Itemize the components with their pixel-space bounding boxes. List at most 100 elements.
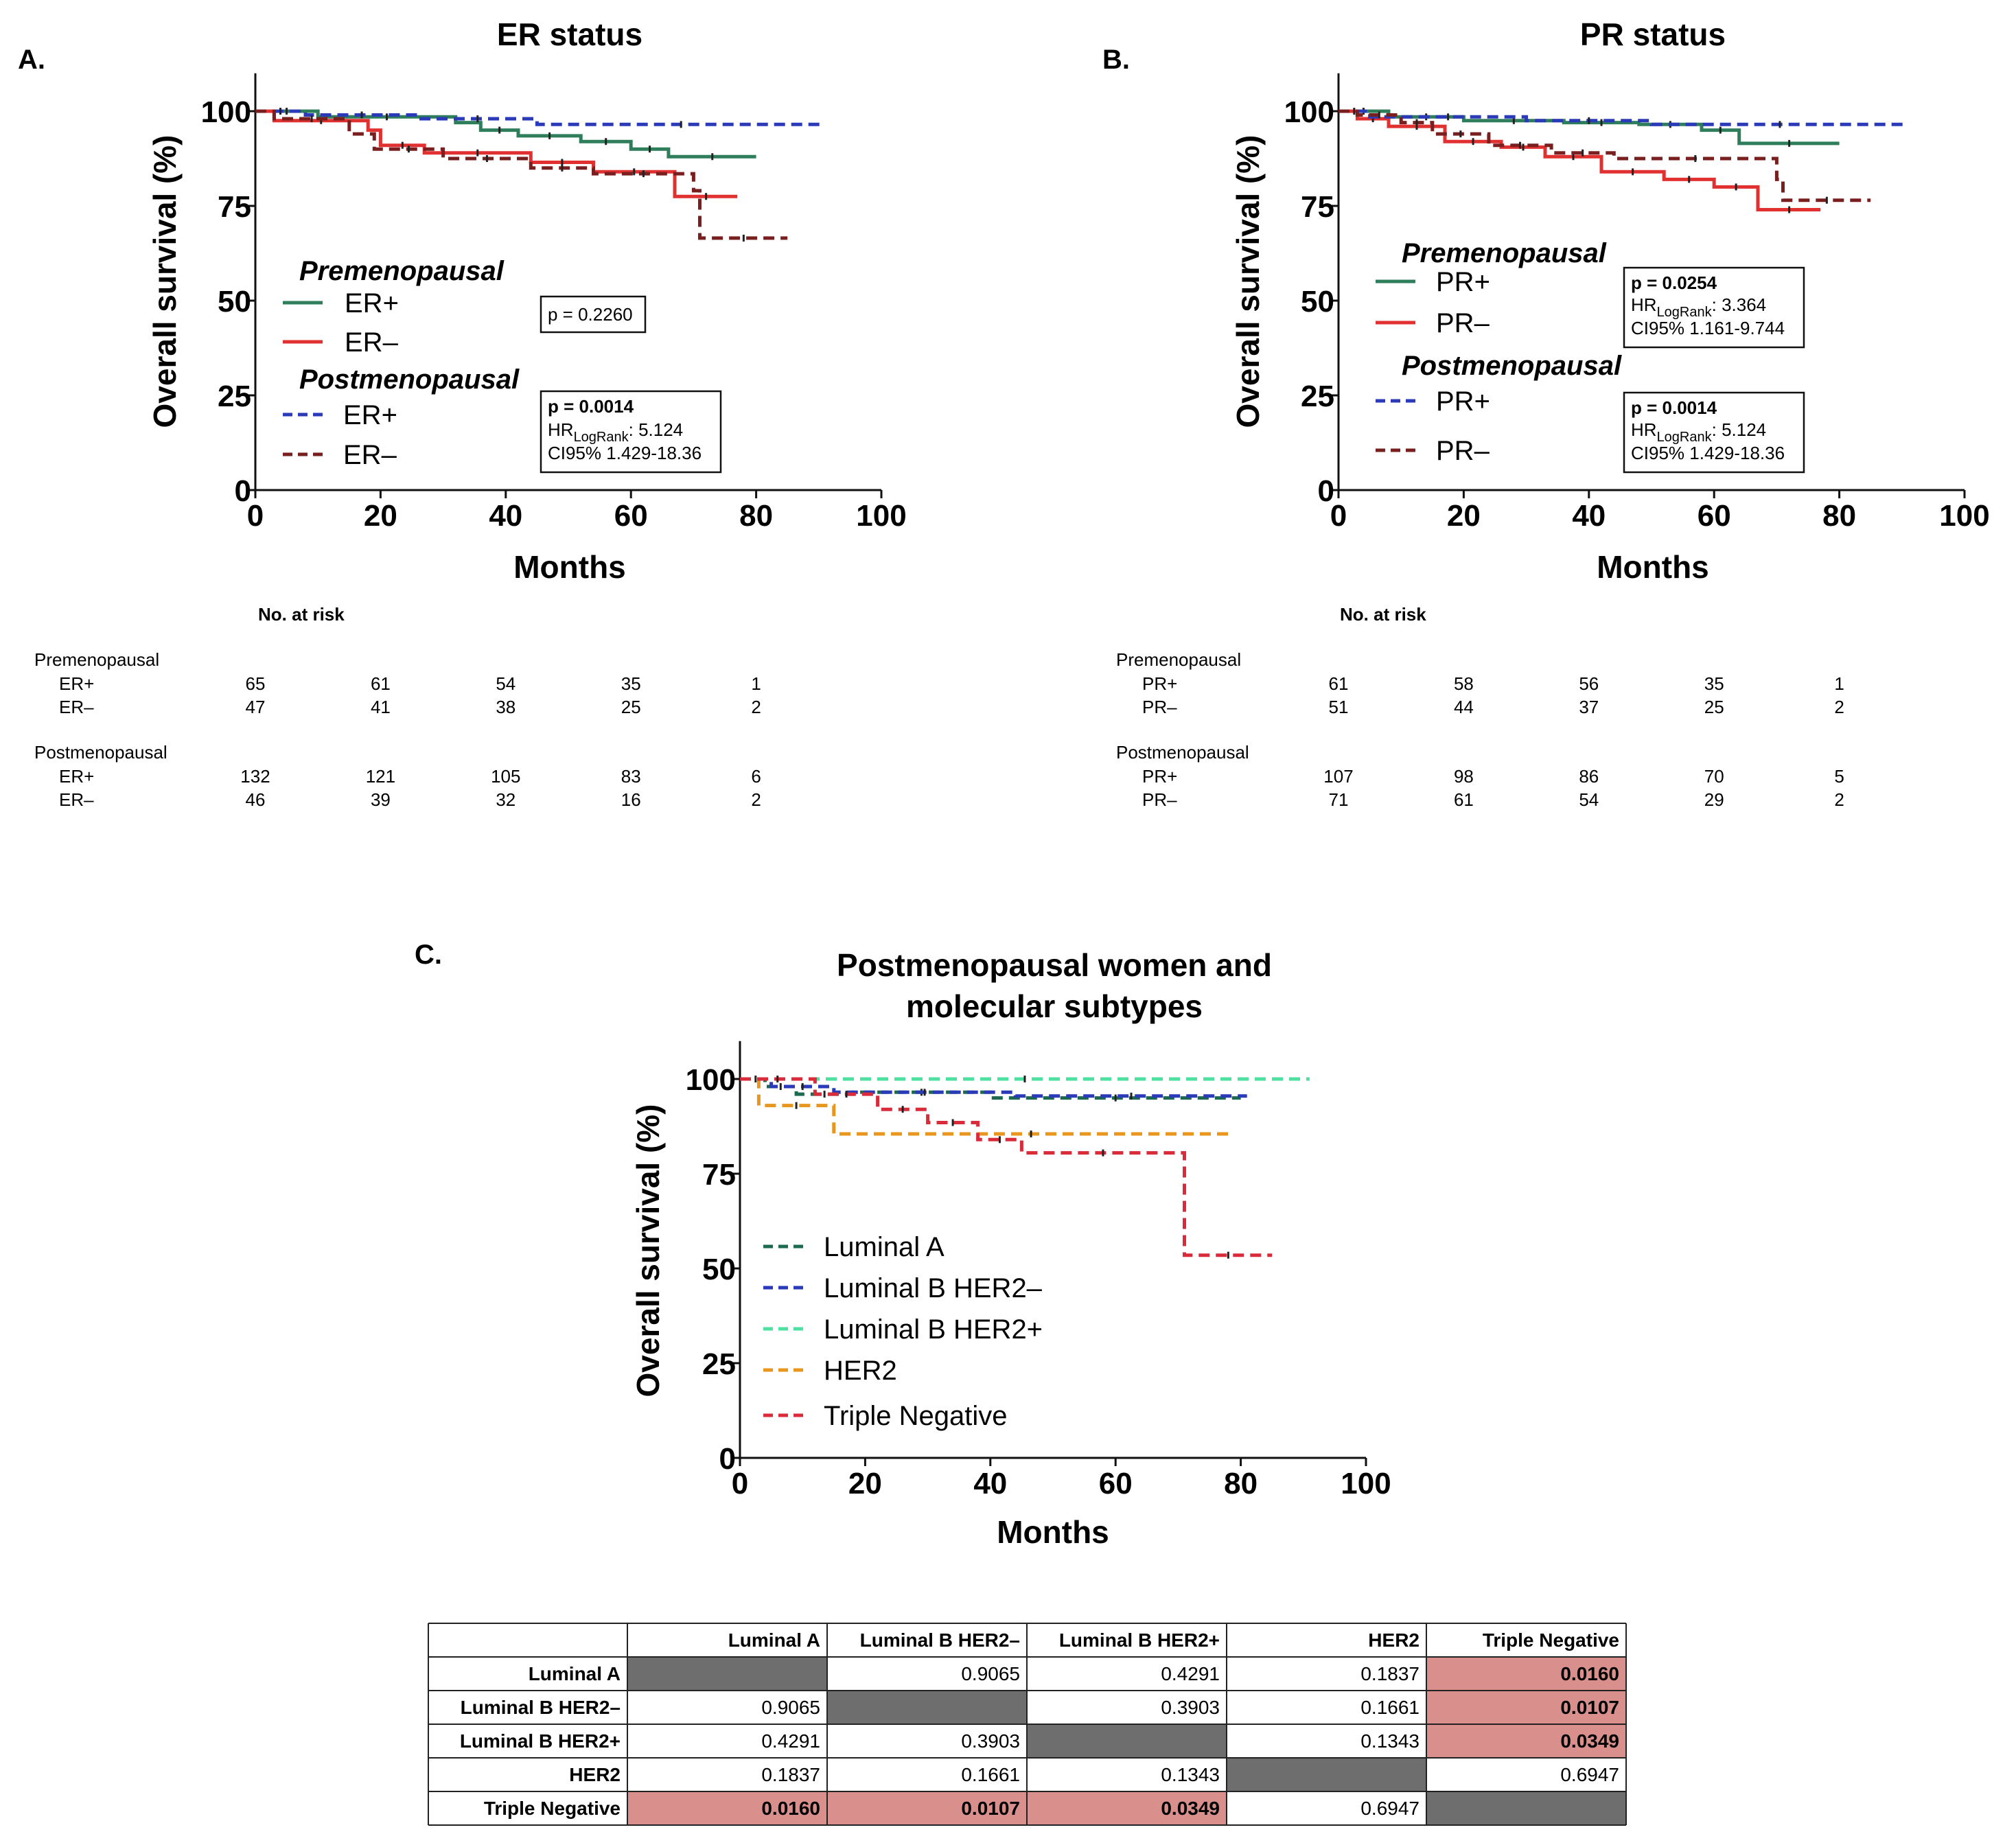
risk-value: 35 (621, 673, 641, 694)
risk-value: 132 (240, 766, 270, 787)
risk-value: 83 (621, 766, 641, 787)
panel-b-p-value-2: p = 0.0014 (1631, 397, 1717, 418)
table-cell: 0.1837 (1360, 1663, 1420, 1684)
table-cell: 0.4291 (1161, 1663, 1220, 1684)
x-tick-label: 100 (1341, 1467, 1391, 1500)
panel-b-legend: Premenopausal PR+ PR– Postmenopausal PR+… (1376, 238, 1622, 466)
risk-value: 98 (1454, 766, 1474, 787)
table-cell: 0.0160 (1560, 1663, 1619, 1684)
y-tick-label: 75 (218, 190, 251, 224)
legend-item-pr-neg-post: PR– (1436, 436, 1490, 466)
risk-value: 5 (1834, 766, 1844, 787)
risk-value: 2 (751, 789, 761, 810)
panel-a-title: ER status (497, 16, 642, 52)
significant-cell (1426, 1657, 1626, 1691)
x-tick-label: 20 (364, 499, 397, 533)
panel-a-ylabel: Overall survival (%) (147, 135, 183, 428)
x-tick-label: 20 (1447, 499, 1481, 533)
risk-label-pr-neg-post: PR– (1142, 789, 1177, 810)
risk-label-er-pos-post: ER+ (59, 766, 94, 787)
significant-cell (627, 1791, 827, 1825)
panel-b-stat-box-1: p = 0.0254 HRLogRank: 3.364 CI95% 1.161-… (1623, 266, 1805, 349)
risk-value: 2 (1834, 789, 1844, 810)
y-tick-label: 0 (719, 1442, 736, 1476)
table-header-her2: HER2 (1368, 1629, 1420, 1651)
legend-heading-premenopausal: Premenopausal (299, 256, 505, 286)
y-tick-label: 75 (702, 1158, 736, 1192)
table-cell: 0.1661 (961, 1764, 1020, 1785)
significant-cell (1027, 1791, 1227, 1825)
table-cell: 0.3903 (961, 1730, 1020, 1752)
table-cell: 0.6947 (1360, 1798, 1420, 1819)
y-tick-label: 0 (1318, 474, 1334, 508)
x-tick-label: 20 (848, 1467, 882, 1500)
risk-label-pr-neg-pre: PR– (1142, 697, 1177, 717)
y-tick-label: 25 (218, 380, 251, 413)
panel-a-axes: 0 20 40 60 80 100 0 25 50 75 100 (201, 73, 907, 533)
panel-c: C. Postmenopausal women and molecular su… (415, 940, 1627, 1826)
risk-value: 121 (366, 766, 395, 787)
risk-value: 1 (1834, 673, 1844, 694)
table-header-luminal-a: Luminal A (728, 1629, 820, 1651)
x-tick-label: 40 (1572, 499, 1606, 533)
risk-value: 56 (1579, 673, 1599, 694)
legend-item-luminal-b-her2-neg: Luminal B HER2– (824, 1273, 1043, 1303)
significant-cell (1426, 1691, 1626, 1724)
diagonal-cell (1027, 1724, 1227, 1758)
km-curve-postmenopausal-pr-negpos (1339, 109, 1908, 126)
panel-c-axes: 0 20 40 60 80 100 0 25 50 75 100 (686, 1041, 1391, 1500)
panel-c-legend: Luminal A Luminal B HER2– Luminal B HER2… (763, 1232, 1043, 1431)
panel-a-ci: CI95% 1.429-18.36 (548, 443, 702, 463)
panel-a-xlabel: Months (513, 549, 626, 585)
table-cell: 0.9065 (761, 1697, 820, 1718)
panel-b-ci-1: CI95% 1.161-9.744 (1631, 318, 1785, 338)
panel-a-stat-box-2: p = 0.0014 HRLogRank: 5.124 CI95% 1.429-… (540, 390, 722, 474)
x-tick-label: 80 (1224, 1467, 1258, 1500)
table-header-luminal-b-her2-neg: Luminal B HER2– (860, 1629, 1020, 1651)
x-tick-label: 0 (247, 499, 264, 533)
table-cell: 0.0107 (961, 1798, 1020, 1819)
legend-heading-postmenopausal: Postmenopausal (299, 364, 520, 395)
risk-heading-postmenopausal: Postmenopausal (34, 742, 167, 763)
x-tick-label: 40 (973, 1467, 1007, 1500)
table-cell: 0.1343 (1360, 1730, 1420, 1752)
table-cell: 0.4291 (761, 1730, 820, 1752)
panel-b-p-value-1: p = 0.0254 (1631, 272, 1717, 293)
panel-b-ci-2: CI95% 1.429-18.36 (1631, 443, 1785, 463)
risk-heading-premenopausal: Premenopausal (34, 649, 159, 670)
diagonal-cell (827, 1691, 1027, 1724)
panel-c-letter: C. (415, 940, 442, 970)
risk-label-er-neg-post: ER– (59, 789, 94, 810)
x-tick-label: 80 (1822, 499, 1856, 533)
table-cell: 0.3903 (1161, 1697, 1220, 1718)
risk-value: 61 (1329, 673, 1349, 694)
y-tick-label: 0 (235, 474, 251, 508)
x-tick-label: 40 (489, 499, 522, 533)
km-curve-postmenopausal-er-negpos (255, 109, 825, 126)
y-tick-label: 25 (702, 1347, 736, 1381)
table-row-label-luminal-b-her2-negpos: Luminal B HER2+ (460, 1730, 621, 1752)
risk-value: 1 (751, 673, 761, 694)
x-tick-label: 60 (1698, 499, 1731, 533)
panel-a-legend: Premenopausal ER+ ER– Postmenopausal ER+… (283, 256, 520, 470)
panel-a-risk-values: 65 61 54 35 1 47 41 38 25 2 132 121 105 83 6 46 39 32 16 2 (240, 673, 761, 810)
risk-table-title: No. at risk (1340, 604, 1426, 625)
panel-b-risk-values: 61 58 56 35 1 51 44 37 25 2 107 98 86 70 5 71 61 54 29 2 (1323, 673, 1844, 810)
legend-item-pr-neg-pre: PR– (1436, 308, 1490, 338)
risk-value: 65 (246, 673, 266, 694)
risk-value: 41 (371, 697, 391, 717)
risk-value: 70 (1704, 766, 1724, 787)
diagonal-cell (627, 1657, 827, 1691)
legend-heading-postmenopausal: Postmenopausal (1402, 351, 1622, 381)
risk-value: 2 (1834, 697, 1844, 717)
significant-cell (827, 1791, 1027, 1825)
risk-value: 37 (1579, 697, 1599, 717)
y-tick-label: 25 (1301, 380, 1334, 413)
panel-b-axes: 0 20 40 60 80 100 0 25 50 75 100 (1284, 73, 1990, 533)
risk-value: 47 (246, 697, 266, 717)
panel-a-risk-table: No. at risk Premenopausal ER+ ER– Postme… (34, 604, 761, 810)
risk-value: 29 (1704, 789, 1724, 810)
panel-c-title-line-1: Postmenopausal women and (837, 947, 1272, 983)
risk-value: 86 (1579, 766, 1599, 787)
panel-b-curves (1339, 108, 1908, 213)
